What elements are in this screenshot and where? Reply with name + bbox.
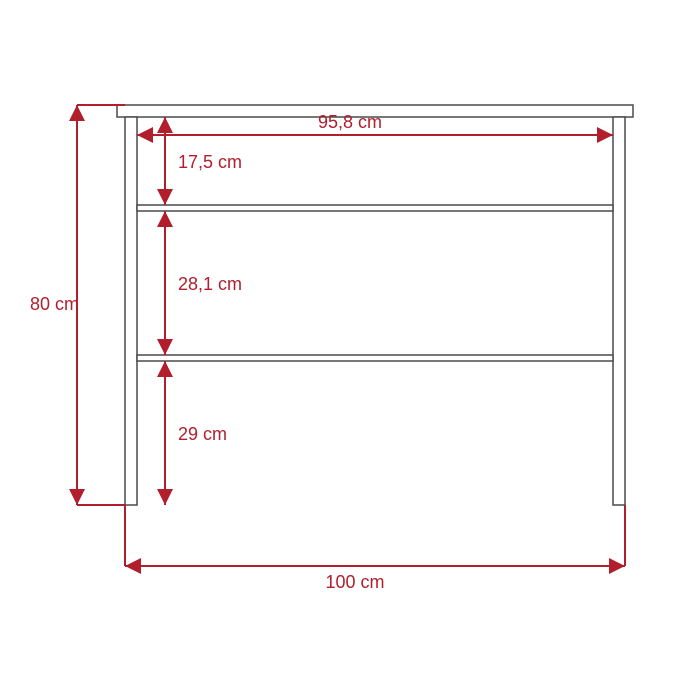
extension-lines xyxy=(77,105,625,566)
dim-inner-width-label: 95,8 cm xyxy=(318,112,382,132)
dim-overall-height-label: 80 cm xyxy=(30,294,79,314)
dim-overall-width-label: 100 cm xyxy=(325,572,384,592)
dimension-group: 80 cm 100 cm 95,8 cm 17,5 cm 28,1 cm 29 cm xyxy=(30,105,625,592)
dim-gap-2-label: 28,1 cm xyxy=(178,274,242,294)
dim-overall-height: 80 cm xyxy=(30,105,79,505)
dim-gap-1: 17,5 cm xyxy=(165,117,242,205)
dim-gap-2: 28,1 cm xyxy=(165,211,242,355)
technical-drawing: 80 cm 100 cm 95,8 cm 17,5 cm 28,1 cm 29 cm xyxy=(0,0,700,700)
dim-overall-width: 100 cm xyxy=(125,566,625,592)
dim-gap-3: 29 cm xyxy=(165,361,227,505)
dim-gap-3-label: 29 cm xyxy=(178,424,227,444)
dim-gap-1-label: 17,5 cm xyxy=(178,152,242,172)
